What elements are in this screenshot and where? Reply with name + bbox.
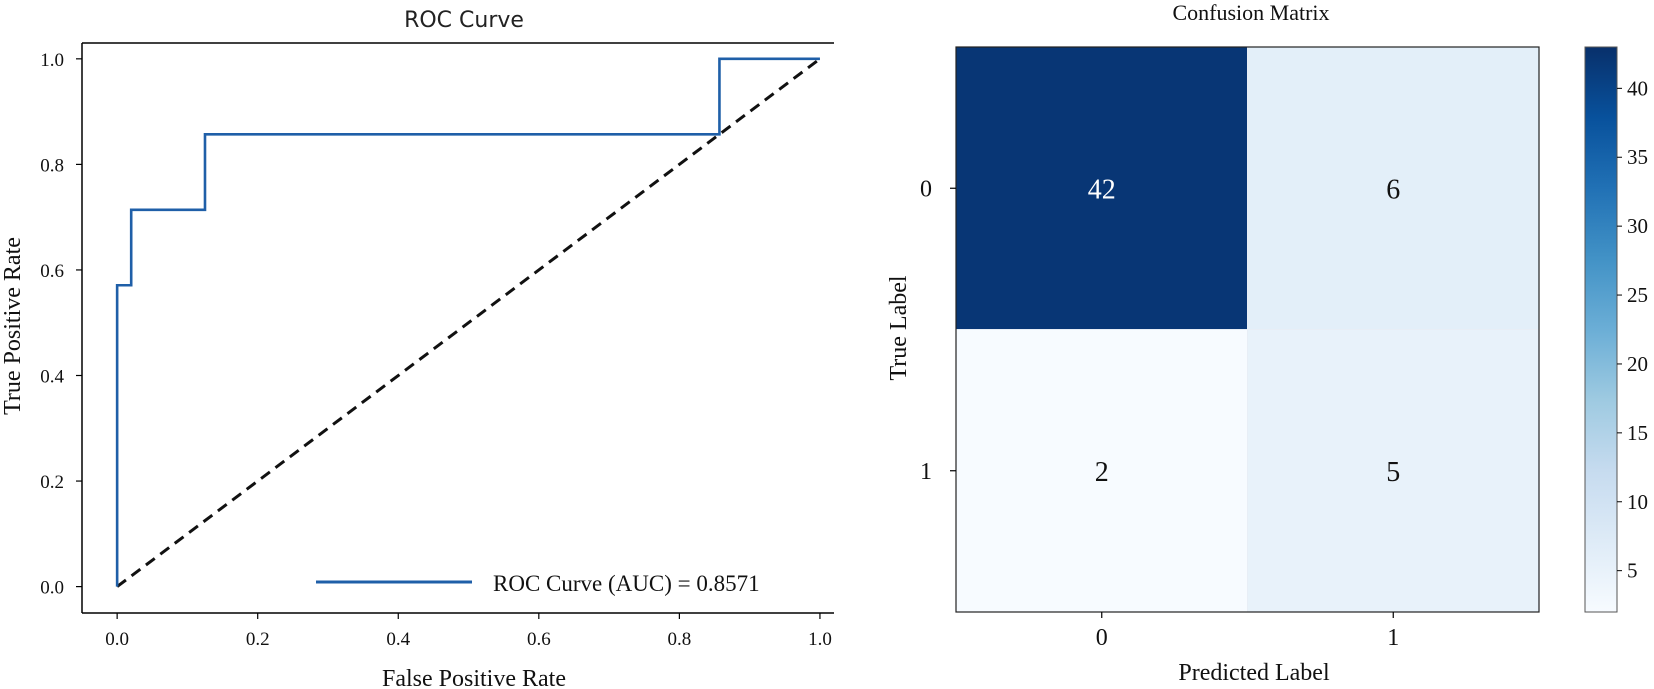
cm-colorbar-tick-label: 25 <box>1627 283 1648 307</box>
cm-ticks: 0 1 0 1 <box>920 176 1399 651</box>
roc-x-tick-label: 0.2 <box>246 629 270 650</box>
cm-colorbar-tick-label: 40 <box>1627 76 1648 100</box>
cm-cell <box>955 46 1248 330</box>
roc-y-axis-label: True Positive Rate <box>0 237 26 415</box>
cm-colorbar-tick-label: 15 <box>1627 421 1648 445</box>
roc-curve-line <box>115 57 820 587</box>
cm-y-tick-label: 0 <box>920 176 932 202</box>
roc-legend-label: ROC Curve (AUC) = 0.8571 <box>493 571 760 596</box>
cm-colorbar-tick-label: 30 <box>1627 214 1648 238</box>
cm-cell-value: 42 <box>1088 174 1116 205</box>
cm-colorbar-ticks: 5 10 15 20 25 30 35 40 <box>1617 76 1648 583</box>
cm-cell-value: 5 <box>1386 457 1400 488</box>
roc-y-tick-label: 0.2 <box>40 472 64 493</box>
roc-y-tick-label: 1.0 <box>40 50 64 71</box>
roc-y-tick-label: 0.4 <box>40 367 64 388</box>
cm-colorbar: 5 10 15 20 25 30 35 40 <box>1584 46 1648 613</box>
roc-x-tick-label: 0.0 <box>105 629 129 650</box>
cm-colorbar-gradient <box>1584 46 1618 613</box>
roc-chance-line <box>116 57 821 588</box>
cm-cell-value: 2 <box>1095 457 1109 488</box>
roc-x-tick-label: 0.8 <box>668 629 692 650</box>
roc-y-tick-label: 0.0 <box>40 578 64 599</box>
cm-y-axis-label: True Label <box>886 275 912 380</box>
roc-plot-area <box>115 57 821 588</box>
roc-y-tick-label: 0.8 <box>40 155 64 176</box>
roc-legend: ROC Curve (AUC) = 0.8571 <box>316 571 760 596</box>
cm-x-tick-label: 0 <box>1096 625 1108 651</box>
cm-colorbar-tick-label: 35 <box>1627 145 1648 169</box>
roc-x-tick-label: 0.4 <box>386 629 410 650</box>
cm-cells: 42 6 2 5 <box>955 46 1540 613</box>
cm-cell <box>1247 46 1540 330</box>
cm-y-tick-label: 1 <box>920 459 932 485</box>
roc-x-ticks: 0.0 0.2 0.4 0.6 0.8 1.0 <box>105 613 832 650</box>
cm-colorbar-tick-label: 20 <box>1627 352 1648 376</box>
cm-x-tick-label: 1 <box>1387 625 1399 651</box>
cm-frame <box>955 46 1540 613</box>
roc-y-tick-label: 0.6 <box>40 261 64 282</box>
cm-cell <box>1247 329 1540 613</box>
roc-y-ticks: 0.0 0.2 0.4 0.6 0.8 1.0 <box>40 50 82 599</box>
roc-chart: ROC Curve 0.0 0.2 0.4 0.6 0.8 1.0 0.00.20.40.… <box>0 8 834 689</box>
cm-x-axis-label: Predicted Label <box>1178 660 1330 686</box>
cm-colorbar-tick-label: 10 <box>1627 490 1648 514</box>
cm-cell-value: 6 <box>1386 174 1400 205</box>
roc-x-axis-label: False Positive Rate <box>382 666 566 689</box>
cm-title: Confusion Matrix <box>1172 0 1329 25</box>
cm-cell <box>955 329 1248 613</box>
roc-title: ROC Curve <box>404 8 524 33</box>
roc-x-tick-label: 1.0 <box>808 629 832 650</box>
cm-colorbar-tick-label: 5 <box>1627 559 1638 583</box>
confusion-matrix-chart: Confusion Matrix 42 62 5 0 101 Predicted La… <box>886 0 1648 686</box>
roc-x-tick-label: 0.6 <box>527 629 551 650</box>
roc-axes <box>81 42 834 614</box>
